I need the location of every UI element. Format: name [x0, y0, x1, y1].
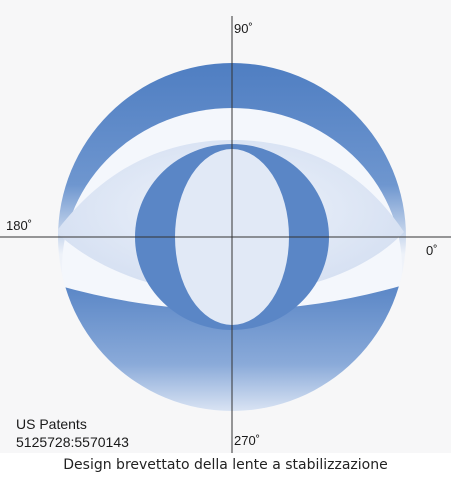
patent-numbers: 5125728:5570143 [16, 434, 129, 450]
angle-label-270: 270˚ [234, 433, 261, 448]
patent-title: US Patents [16, 416, 87, 432]
lens-diagram [0, 16, 451, 453]
patent-info: US Patents 5125728:5570143 [16, 415, 129, 451]
angle-label-180: 180˚ [6, 218, 33, 233]
angle-label-90: 90˚ [234, 21, 253, 36]
angle-label-0: 0˚ [426, 243, 438, 258]
diagram-caption: Design brevettato della lente a stabiliz… [63, 457, 388, 473]
